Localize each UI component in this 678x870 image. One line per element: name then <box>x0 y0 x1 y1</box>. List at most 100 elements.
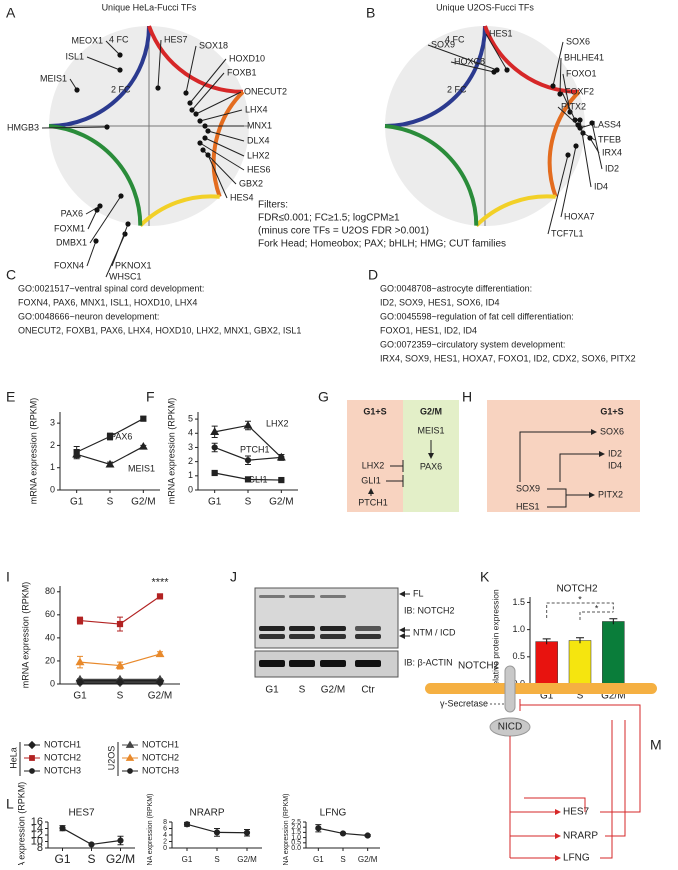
marker <box>213 829 221 836</box>
gene-point <box>577 117 583 123</box>
y-tick-label: 16 <box>31 816 43 828</box>
series-label: MEIS1 <box>128 463 155 473</box>
legend-marker <box>29 768 35 774</box>
ring-arc <box>147 25 243 94</box>
marker <box>116 620 124 628</box>
gene-label: MNX1 <box>247 120 272 130</box>
leader-line <box>547 154 569 235</box>
y-tick-label: 80 <box>45 586 55 596</box>
go-text: GO:0048666~neuron development: <box>18 311 159 321</box>
y-axis-label: mRNA expression (RPKM) <box>147 794 154 865</box>
leader-line <box>185 45 197 94</box>
lane-label: G1 <box>265 685 279 696</box>
y-tick-label: 8 <box>37 842 43 854</box>
gene-label: FOXB1 <box>227 67 257 77</box>
leader-line <box>195 91 242 115</box>
legend-label: NOTCH1 <box>44 739 81 749</box>
arrow <box>559 451 605 482</box>
gene-label: HOXD10 <box>229 53 265 63</box>
marker <box>88 841 95 848</box>
x-tick-label: S <box>117 691 124 702</box>
legend-marker <box>125 740 135 748</box>
series-label: GLI1 <box>248 474 268 484</box>
gene-label: HES4 <box>230 192 254 202</box>
marker <box>244 457 252 464</box>
x-tick-label: G2/M <box>148 691 172 702</box>
plot-title: HES7 <box>68 808 95 819</box>
band <box>355 634 381 639</box>
legend-marker <box>125 753 135 761</box>
marker <box>211 444 218 451</box>
leader-line <box>579 119 592 188</box>
gene-label: IRX4 <box>602 147 622 157</box>
marker <box>211 469 218 477</box>
leader-line <box>191 72 225 111</box>
gene-label: PAX6 <box>420 461 442 471</box>
x-tick-label: G1 <box>208 497 222 508</box>
ring-arc <box>384 25 487 128</box>
y-axis-label: mRNA expression (RPKM) <box>16 782 26 865</box>
plot-title: Unique U2OS-Fucci TFs <box>436 2 534 12</box>
gene-point <box>197 140 203 146</box>
legend-group: HeLa <box>8 747 18 769</box>
leader-line <box>552 41 564 87</box>
x-tick-label: S <box>245 497 252 508</box>
marker <box>117 837 124 844</box>
series-label: LHX2 <box>266 418 289 428</box>
y-tick-label: 1.0 <box>512 624 525 634</box>
gene-label: TFEB <box>598 134 621 144</box>
gene-point <box>197 118 203 124</box>
band-label: NTM / ICD <box>413 627 456 637</box>
x-tick-label: S <box>87 852 95 865</box>
y-tick-label: 0 <box>50 678 55 688</box>
marker <box>278 476 285 484</box>
band <box>259 660 285 667</box>
leader-line <box>199 142 245 171</box>
gene-label: TCF7L1 <box>551 228 584 238</box>
error-bar <box>609 618 618 625</box>
gene-label: MEOX1 <box>71 35 103 45</box>
x-tick-label: G1 <box>540 691 554 702</box>
leader-line <box>41 126 108 129</box>
arrow <box>547 488 594 508</box>
band <box>289 626 315 631</box>
feedback <box>600 720 613 859</box>
gene-point <box>117 67 123 73</box>
lane-label: Ctr <box>361 685 375 696</box>
band <box>259 595 285 598</box>
band <box>320 626 346 631</box>
marker <box>243 420 253 429</box>
phase-label: G2/M <box>420 406 442 416</box>
gene-label: ISL1 <box>65 51 84 61</box>
nicd-label: NICD <box>498 722 522 733</box>
gene-point <box>565 152 571 158</box>
panel-label: K <box>480 569 490 585</box>
phase-label: G1+S <box>363 406 386 416</box>
y-tick-label: 2 <box>188 456 193 466</box>
x-tick-label: G2/M <box>106 852 135 865</box>
gene-point <box>567 109 573 115</box>
panel-label: E <box>6 389 15 405</box>
leader-line <box>591 122 603 170</box>
series-label: PTCH1 <box>240 444 270 454</box>
legend-label: NOTCH2 <box>44 752 81 762</box>
gene-point <box>202 123 208 129</box>
y-tick-label: 14 <box>31 822 43 834</box>
gene-label: WHSC1 <box>109 271 142 281</box>
ring-arc <box>211 90 245 198</box>
gene-label: SOX6 <box>600 426 624 436</box>
leader-line <box>86 240 97 267</box>
legend-label: NOTCH2 <box>142 752 179 762</box>
go-text: GO:0045598~regulation of fat cell differ… <box>380 311 574 321</box>
y-axis-label: mRNA expression (RPKM) <box>28 398 38 505</box>
marker <box>155 649 165 658</box>
y-tick-label: 1.5 <box>512 597 525 607</box>
panel-label: H <box>462 389 472 405</box>
target-label: HES7 <box>563 807 590 818</box>
gene-label: HOXA7 <box>564 211 595 221</box>
legend-marker <box>27 740 37 750</box>
feedback <box>530 797 586 812</box>
leader-line <box>207 130 245 142</box>
marker <box>156 678 164 685</box>
y-tick-label: 0 <box>50 484 55 494</box>
